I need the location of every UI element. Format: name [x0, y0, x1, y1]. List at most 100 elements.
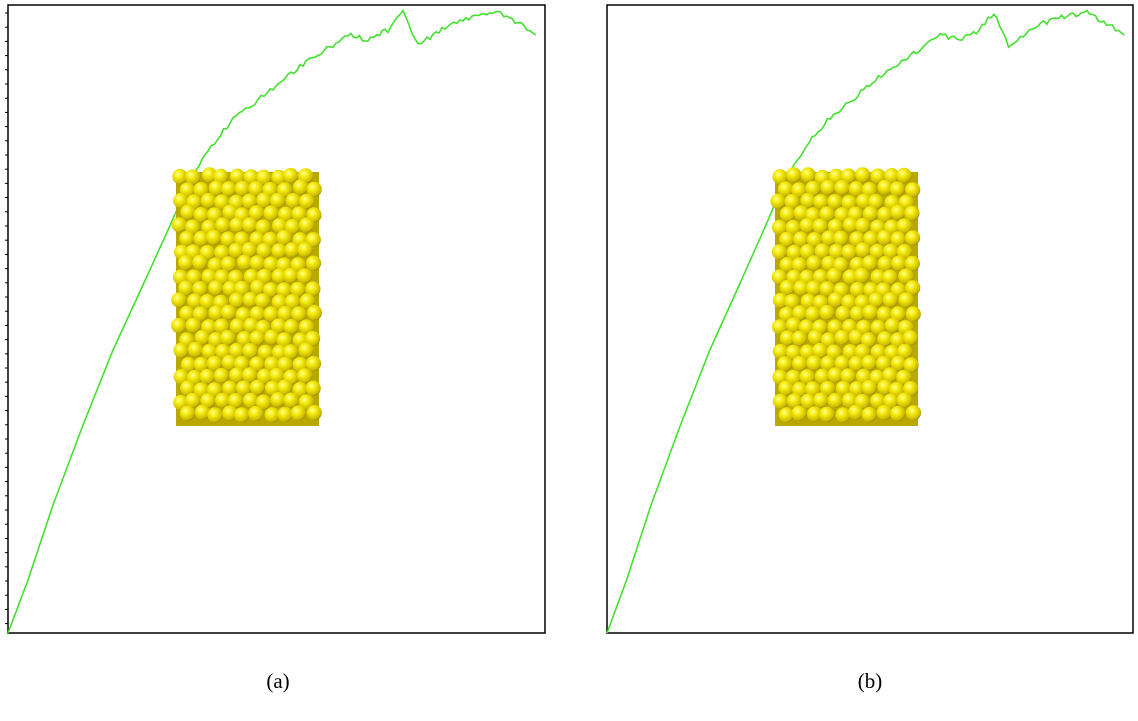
particle [291, 206, 307, 222]
particle [283, 167, 299, 184]
particle [201, 343, 217, 359]
particle [192, 254, 208, 270]
particle [835, 380, 851, 396]
particle [784, 193, 800, 210]
particle [890, 355, 906, 371]
particle [842, 217, 858, 233]
particle [297, 241, 313, 258]
particle [786, 393, 802, 409]
particle [779, 231, 795, 247]
particle [292, 179, 309, 195]
particle [248, 405, 264, 422]
particle [890, 306, 906, 322]
particle [255, 219, 271, 235]
particle [862, 304, 878, 320]
particle [861, 332, 877, 348]
particle [889, 381, 905, 398]
particle [271, 294, 287, 310]
particle [877, 331, 893, 347]
particle [828, 243, 844, 259]
particle [905, 405, 922, 421]
caption: (b) [858, 669, 883, 693]
particle [173, 342, 189, 358]
particle [242, 392, 259, 408]
particle [785, 317, 802, 333]
particle [882, 269, 898, 285]
particle [896, 244, 912, 260]
particle [800, 167, 816, 183]
particle [243, 169, 259, 185]
particle [277, 356, 293, 372]
particle [785, 219, 801, 236]
particle [180, 357, 196, 373]
particle [263, 306, 279, 322]
particle [206, 207, 223, 223]
particle [241, 242, 257, 258]
particle [235, 307, 251, 323]
particle [192, 306, 208, 322]
particle [819, 304, 835, 320]
particle [779, 257, 795, 273]
particle [821, 255, 837, 271]
particle [271, 318, 287, 334]
particle [813, 392, 829, 408]
particle [179, 230, 195, 247]
particle [806, 255, 822, 271]
particle [220, 304, 237, 320]
particle [171, 317, 187, 334]
particle [820, 179, 836, 195]
particle [884, 317, 900, 333]
particle [812, 218, 828, 234]
particle [785, 369, 801, 385]
particle [173, 193, 189, 209]
particle [819, 406, 835, 422]
particle [848, 181, 864, 197]
particle [222, 380, 238, 396]
particle [877, 229, 893, 245]
particle [771, 244, 787, 260]
particle [814, 243, 830, 259]
particle [799, 217, 815, 233]
particle [855, 167, 871, 183]
particle [828, 168, 844, 184]
particle [298, 342, 314, 358]
particle [791, 405, 807, 421]
particle [250, 279, 266, 295]
particle [241, 193, 257, 209]
particle [284, 293, 300, 310]
particle [187, 341, 203, 358]
particle [276, 332, 292, 348]
particle [283, 267, 299, 283]
particle [206, 355, 223, 371]
particle [213, 318, 229, 334]
particle [827, 218, 844, 234]
particle [194, 404, 210, 420]
particle [248, 205, 264, 221]
particle [890, 405, 906, 422]
particle [208, 280, 224, 296]
particle [896, 218, 912, 234]
particle [306, 305, 322, 321]
particle [827, 194, 843, 210]
particle [819, 281, 835, 297]
particle [277, 406, 293, 422]
particle [298, 394, 314, 410]
particle [173, 369, 189, 385]
particle [904, 255, 920, 271]
particle [228, 292, 245, 308]
particle [827, 292, 844, 308]
particle [234, 355, 250, 371]
particle [827, 392, 843, 408]
particle [222, 204, 238, 220]
particle [841, 244, 857, 260]
particle [862, 255, 878, 271]
particle [248, 181, 264, 197]
particle [791, 330, 807, 346]
particle [807, 329, 823, 345]
particle [285, 193, 301, 209]
particle [770, 193, 786, 209]
particle [284, 218, 300, 235]
particle [256, 169, 272, 185]
particle [834, 355, 850, 371]
particle [777, 181, 794, 197]
